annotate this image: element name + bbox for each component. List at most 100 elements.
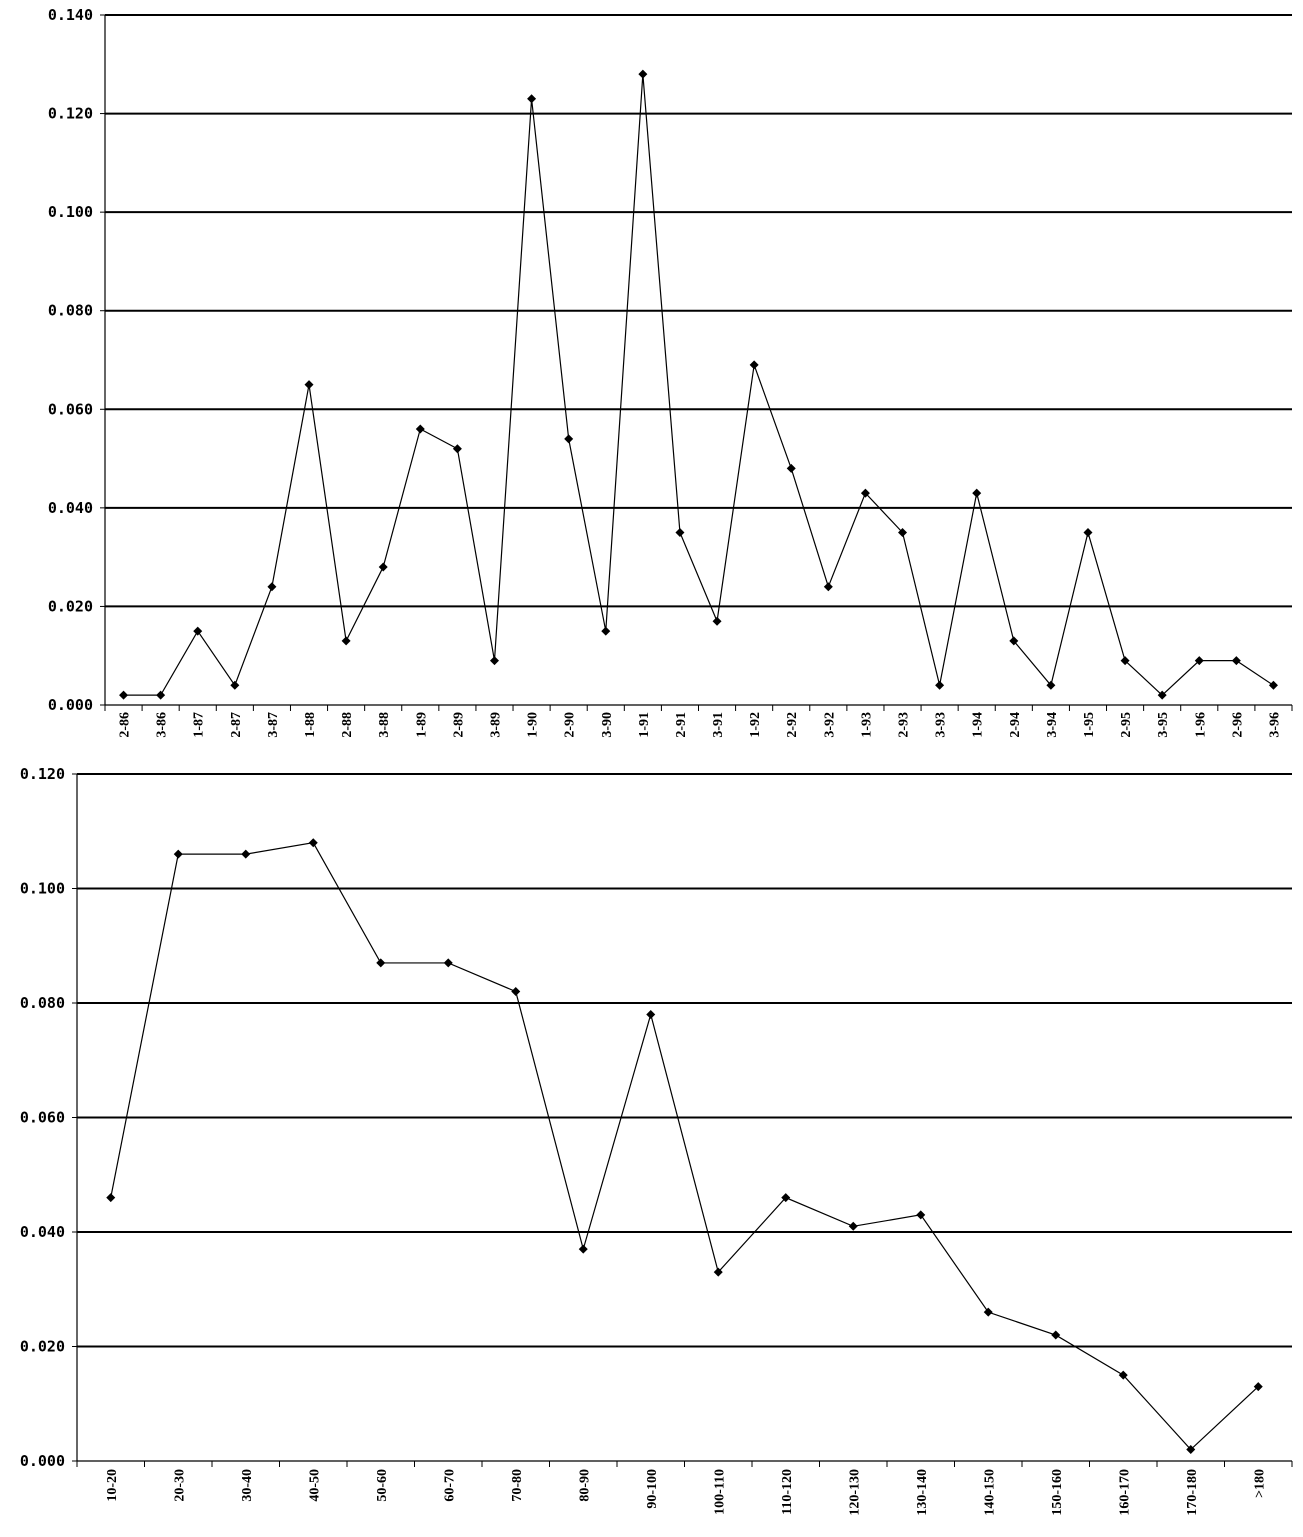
data-point (601, 626, 611, 636)
y-tick-label: 0.080 (20, 994, 65, 1012)
x-tick-label: 3-87 (266, 712, 281, 738)
y-tick-label: 0.040 (20, 1223, 65, 1241)
x-tick-label: 1-91 (637, 712, 652, 738)
x-tick-label: 110-120 (780, 1469, 795, 1515)
data-point (860, 488, 870, 498)
data-point (511, 987, 521, 997)
data-point (378, 562, 388, 572)
x-tick-label: 100-110 (712, 1469, 727, 1515)
chart-bottom: 0.000 0.020 0.040 0.060 0.080 0.100 0.120 10-20… (20, 765, 1293, 1516)
data-point (173, 849, 183, 859)
data-point (1051, 1330, 1061, 1340)
x-tick-label: 140-150 (982, 1469, 997, 1516)
data-point (1118, 1370, 1128, 1380)
x-tick-label: 3-96 (1267, 712, 1282, 738)
data-point (443, 958, 453, 968)
x-tick-label: 1-89 (414, 712, 429, 738)
x-tick-label: 3-89 (488, 712, 503, 738)
x-tick-label: 20-30 (172, 1469, 187, 1502)
data-point (781, 1193, 791, 1203)
data-point (1120, 656, 1130, 666)
x-tick-label: 1-94 (971, 712, 986, 738)
data-point (848, 1221, 858, 1231)
y-tick-label: 0.080 (48, 302, 93, 320)
x-tick-label: 160-170 (1117, 1469, 1132, 1516)
data-point (898, 528, 908, 537)
data-point (1194, 656, 1204, 666)
data-point (527, 94, 537, 104)
x-tick-label: 1-95 (1082, 712, 1097, 738)
x-tick-label: 2-88 (340, 712, 355, 738)
data-point (1009, 636, 1019, 646)
x-tick-label: 50-60 (375, 1469, 390, 1502)
data-point (646, 1009, 656, 1019)
data-point (1157, 690, 1167, 700)
y-tick-label: 0.040 (48, 499, 93, 517)
x-tick-label: 2-89 (451, 712, 466, 738)
data-point (675, 528, 685, 537)
data-point (972, 488, 982, 498)
x-tick-label: 2-94 (1008, 712, 1023, 738)
data-point (1268, 680, 1278, 690)
data-point (638, 69, 648, 79)
data-point (106, 1193, 116, 1203)
x-tick-label: 60-70 (442, 1469, 457, 1502)
data-point (452, 444, 462, 454)
data-point (193, 626, 203, 636)
data-point (916, 1210, 926, 1220)
x-tick-label: 40-50 (307, 1469, 322, 1502)
data-point (489, 656, 499, 666)
data-point (713, 1267, 723, 1277)
x-tick-label: 1-96 (1193, 712, 1208, 738)
data-point (749, 360, 759, 370)
y-tick-label: 0.100 (48, 203, 93, 221)
x-tick-label: 1-87 (192, 712, 207, 738)
data-point (935, 680, 945, 690)
x-tick-label: 30-40 (240, 1469, 255, 1502)
x-tick-label: 2-95 (1119, 712, 1134, 738)
x-tick-label: 80-90 (577, 1469, 592, 1502)
data-point (304, 380, 314, 390)
x-tick-label: 1-93 (859, 712, 874, 738)
data-point (983, 1307, 993, 1317)
x-tick-label: 120-130 (847, 1469, 862, 1516)
x-tick-label: 1-92 (748, 712, 763, 738)
y-tick-label: 0.000 (48, 696, 93, 714)
data-point (156, 690, 166, 700)
data-point (241, 849, 251, 859)
data-point (341, 636, 351, 646)
x-tick-label: 3-93 (934, 712, 949, 738)
x-tick-label: 3-86 (155, 712, 170, 738)
data-point (1253, 1382, 1263, 1392)
data-point (1083, 528, 1093, 537)
x-tick-label: 2-86 (118, 712, 133, 738)
x-tick-label: 10-20 (105, 1469, 120, 1502)
chart-top: 0.000 0.020 0.040 0.060 0.080 0.100 0.120 0.140… (48, 6, 1293, 738)
y-tick-label: 0.140 (48, 6, 93, 24)
data-point (1046, 680, 1056, 690)
x-tick-label: 3-92 (822, 712, 837, 738)
x-tick-label: 3-88 (377, 712, 392, 738)
series-line (123, 74, 1274, 696)
x-tick-label: 130-140 (915, 1469, 930, 1516)
series-line (110, 842, 1259, 1451)
y-tick-label: 0.060 (20, 1109, 65, 1127)
y-tick-label: 0.120 (20, 765, 65, 783)
y-tick-label: 0.100 (20, 880, 65, 898)
data-point (564, 434, 574, 444)
data-point (119, 690, 129, 700)
data-point (712, 616, 722, 626)
data-point (230, 680, 240, 690)
x-tick-label: 170-180 (1185, 1469, 1200, 1516)
x-tick-label: 2-96 (1230, 712, 1245, 738)
x-tick-label: >180 (1252, 1469, 1267, 1498)
x-tick-label: 70-80 (510, 1469, 525, 1502)
data-point (267, 582, 277, 592)
x-tick-label: 90-100 (645, 1469, 660, 1509)
y-tick-label: 0.060 (48, 400, 93, 418)
data-point (415, 424, 425, 434)
x-tick-label: 3-95 (1156, 712, 1171, 738)
data-point (1231, 656, 1241, 666)
x-tick-label: 2-91 (674, 712, 689, 738)
